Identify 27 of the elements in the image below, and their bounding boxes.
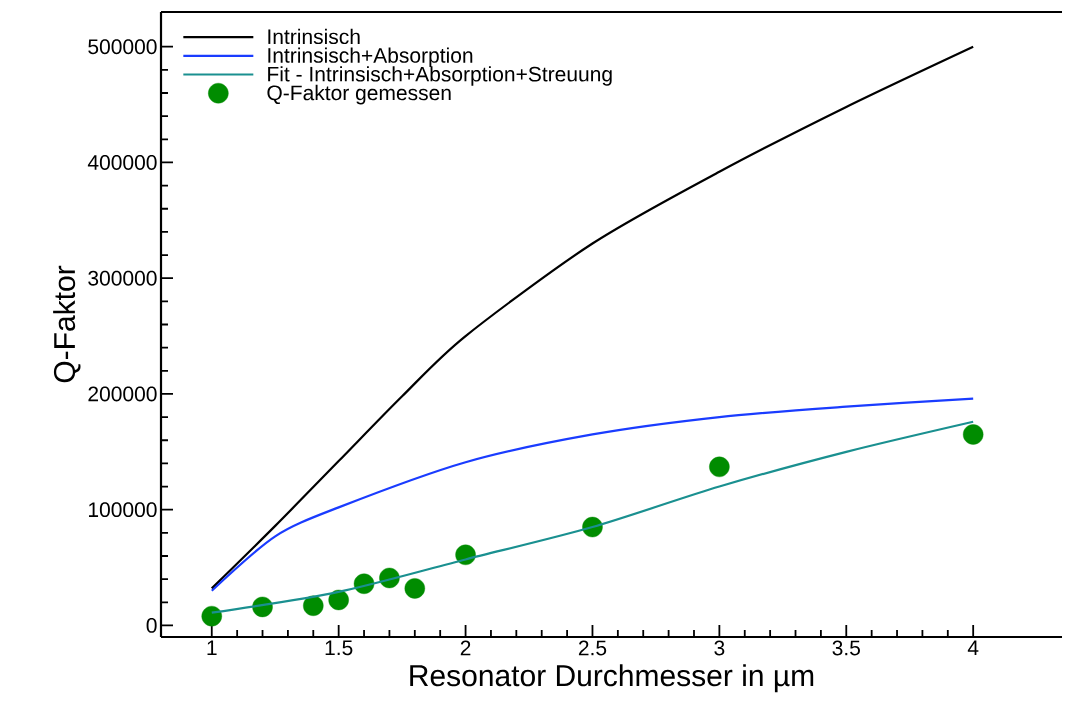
point <box>962 424 984 445</box>
y-tick-label: 200000 <box>88 386 157 402</box>
y-tick-label: 100000 <box>88 502 157 518</box>
y-tick-label: 0 <box>146 617 157 633</box>
point <box>709 456 730 478</box>
point <box>404 578 426 599</box>
y-tick-label: 400000 <box>87 155 157 170</box>
x-tick-label: 2.5 <box>578 640 607 656</box>
x-tick-label: 1 <box>207 640 217 655</box>
line-series <box>210 397 975 592</box>
y-tick-label: 300000 <box>88 270 157 286</box>
x-tick-label: 4 <box>967 640 979 655</box>
x-tick-label: 3 <box>714 640 725 656</box>
y-axis-title: Q-Faktor <box>53 265 81 383</box>
line-series <box>210 45 975 590</box>
point <box>303 595 324 616</box>
y-tick-label: 500000 <box>88 39 157 55</box>
x-tick-label: 3.5 <box>832 640 860 656</box>
legend-label: Intrinsisch+Absorption <box>268 47 473 67</box>
point <box>201 605 222 627</box>
x-axis-title: Resonator Durchmesser in µm <box>410 664 814 693</box>
x-tick-label: 1.5 <box>325 640 353 656</box>
x-tick-label: 2 <box>460 640 471 656</box>
point <box>328 589 349 611</box>
legend-label: Q-Faktor gemessen <box>267 84 451 105</box>
legend-label: Fit - Intrinsisch+Absorption+Streuung <box>268 66 612 86</box>
legend-label: Intrinsisch <box>268 28 360 45</box>
